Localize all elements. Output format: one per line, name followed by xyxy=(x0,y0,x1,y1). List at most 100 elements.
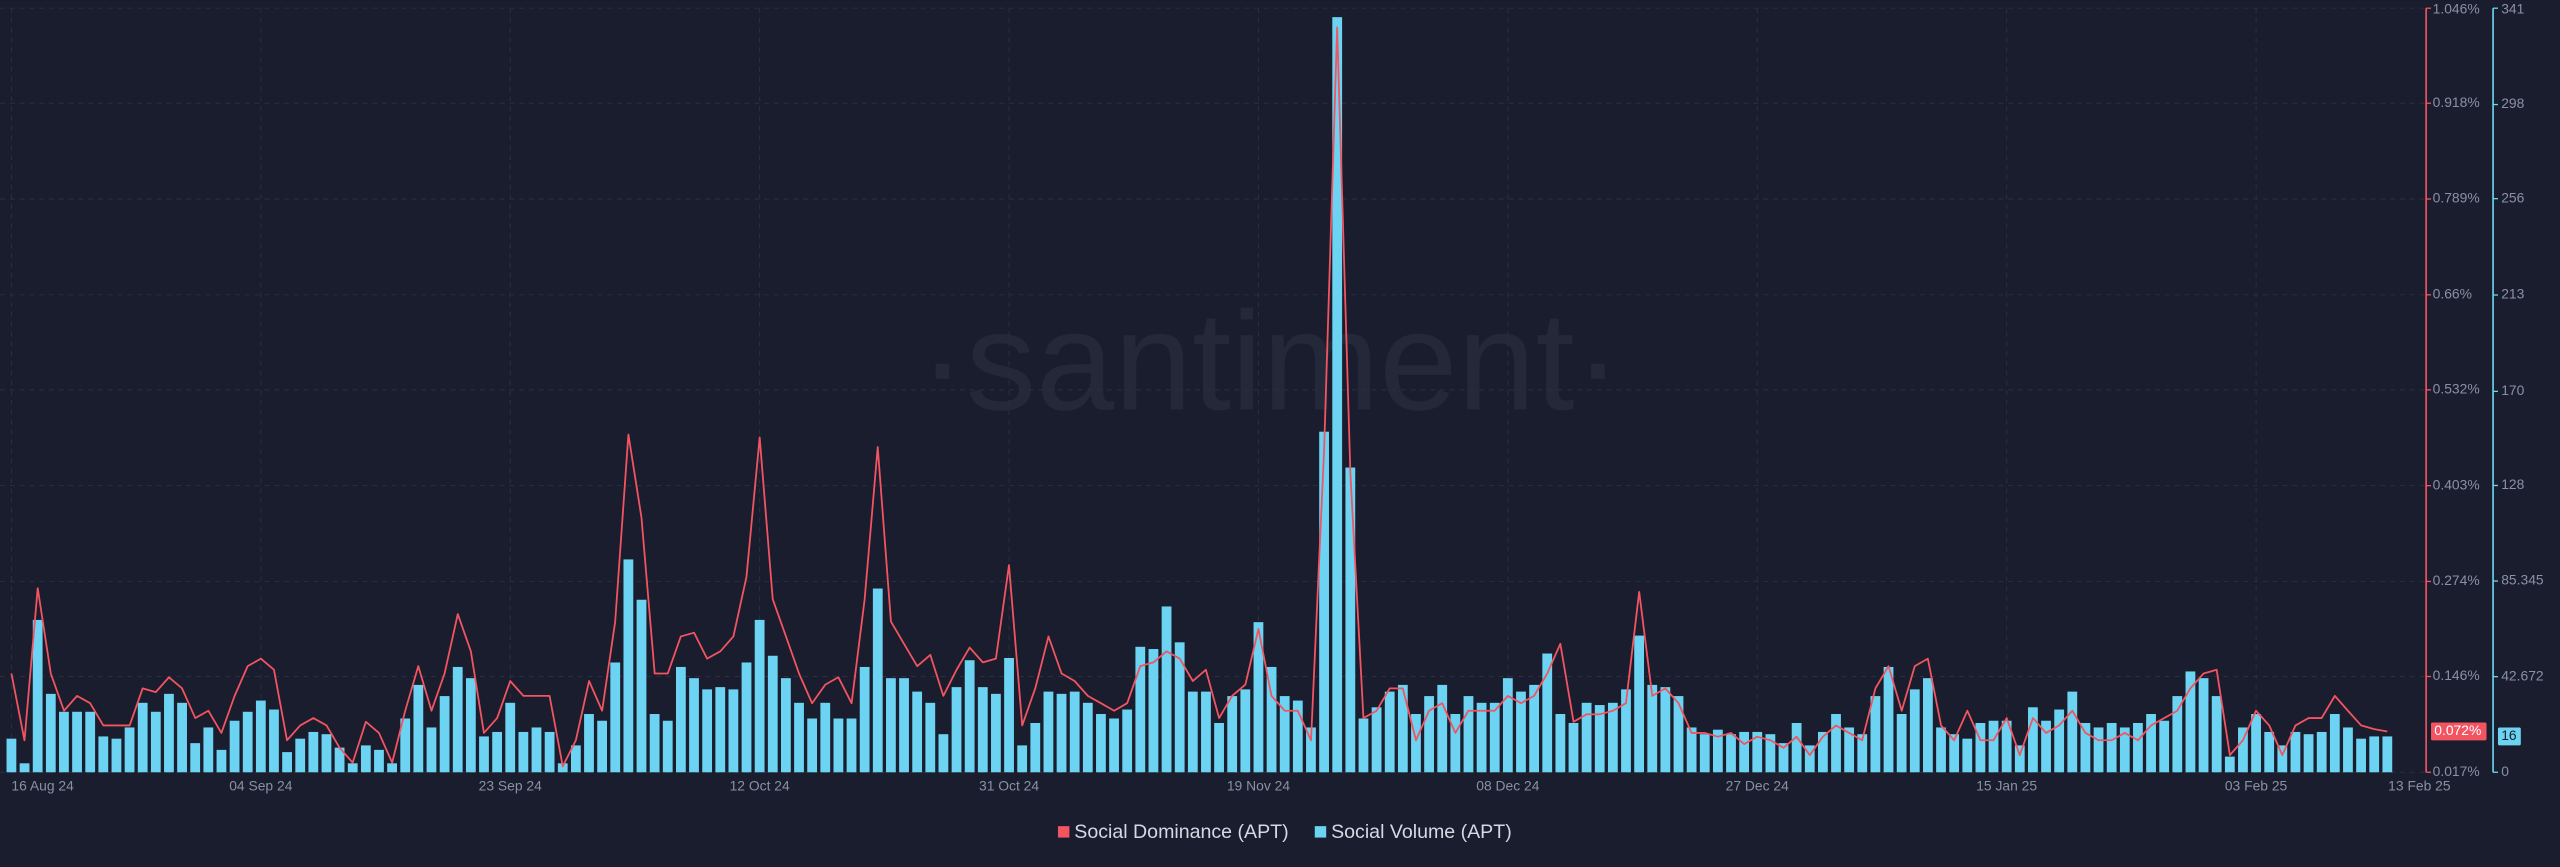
bar xyxy=(649,714,660,773)
x-tick-label: 15 Jan 25 xyxy=(1976,778,2037,794)
bar xyxy=(1883,666,1894,773)
bar xyxy=(754,619,765,773)
bar xyxy=(347,763,358,773)
bar xyxy=(1161,606,1172,773)
line xyxy=(10,26,2388,768)
bar xyxy=(977,687,988,773)
bar xyxy=(531,727,542,773)
bar xyxy=(426,727,437,773)
y-tick-label: 0.789% xyxy=(2433,190,2480,206)
bar xyxy=(623,559,634,773)
y2-tick-label: 213 xyxy=(2501,286,2524,302)
bar xyxy=(452,666,463,773)
bar xyxy=(544,731,555,773)
bar xyxy=(570,745,581,773)
bar xyxy=(2054,709,2065,773)
bar xyxy=(964,660,975,773)
bar xyxy=(1988,720,1999,773)
bar xyxy=(2329,714,2340,773)
bar xyxy=(242,711,253,773)
bar xyxy=(899,678,909,773)
y-tick-label: 0.146% xyxy=(2433,667,2480,683)
bar xyxy=(715,687,726,773)
bar xyxy=(1319,431,1329,773)
bar xyxy=(374,749,384,773)
bar xyxy=(59,711,69,773)
bar xyxy=(2119,727,2130,773)
bar xyxy=(164,693,174,773)
bar xyxy=(1004,657,1014,773)
bar xyxy=(689,678,699,773)
bar xyxy=(1148,649,1159,773)
bar xyxy=(636,599,647,773)
bar xyxy=(662,720,673,773)
bar xyxy=(597,720,608,773)
bar xyxy=(872,588,883,773)
bar xyxy=(1411,714,1421,773)
bar xyxy=(1266,666,1277,773)
bar xyxy=(400,718,411,773)
bar xyxy=(1043,691,1054,773)
bar xyxy=(2001,720,2012,773)
bar xyxy=(1949,734,1960,773)
bar xyxy=(465,678,476,773)
bar xyxy=(2356,738,2366,773)
bar xyxy=(1253,622,1264,773)
bar xyxy=(1017,745,1028,773)
bar xyxy=(2211,696,2222,773)
bar xyxy=(1712,729,1723,773)
bar xyxy=(1332,17,1343,773)
bar xyxy=(1555,714,1566,773)
bar xyxy=(1791,722,1802,773)
bar xyxy=(859,666,870,773)
bar xyxy=(2146,714,2156,773)
bar xyxy=(360,745,371,773)
bar xyxy=(269,709,279,773)
bar xyxy=(912,691,923,773)
y-tick-label: 0.532% xyxy=(2433,381,2480,397)
bar xyxy=(2172,696,2183,773)
bar xyxy=(938,734,949,773)
bar xyxy=(1135,646,1146,773)
bar xyxy=(308,731,319,773)
bar xyxy=(1345,467,1356,773)
bar xyxy=(846,718,857,773)
bar xyxy=(833,718,844,773)
legend-label: Social Dominance (APT) xyxy=(1074,821,1288,843)
x-tick-label: 08 Dec 24 xyxy=(1476,778,1539,794)
bar xyxy=(98,736,109,773)
bar xyxy=(1923,678,1933,773)
bar xyxy=(780,678,791,773)
bar xyxy=(72,711,82,773)
y2-tick-label: 85.345 xyxy=(2501,572,2544,588)
bar xyxy=(334,747,345,773)
bar xyxy=(1857,734,1868,773)
bar xyxy=(1647,684,1658,773)
bar xyxy=(1844,727,1855,773)
watermark: ·santiment· xyxy=(919,282,1621,439)
bar xyxy=(1568,722,1579,773)
bar xyxy=(1069,691,1080,773)
bar xyxy=(1594,705,1605,773)
bar xyxy=(1660,687,1671,773)
bar xyxy=(2277,745,2288,773)
bar xyxy=(1306,727,1316,773)
bar xyxy=(2198,678,2209,773)
legend-swatch xyxy=(1057,826,1070,838)
bar xyxy=(1831,714,1841,773)
bar xyxy=(150,711,161,773)
bar xyxy=(295,738,306,773)
x-tick-label: 16 Aug 24 xyxy=(11,778,74,794)
bar xyxy=(2290,731,2301,773)
bar xyxy=(1909,689,1920,773)
bar xyxy=(1621,689,1631,773)
bar xyxy=(1082,702,1093,773)
y2-tick-label: 170 xyxy=(2501,382,2524,398)
bar xyxy=(255,700,266,773)
bar xyxy=(925,702,936,773)
x-tick-label: 13 Feb 25 xyxy=(2388,778,2451,794)
bar xyxy=(6,738,17,773)
bar xyxy=(413,684,424,773)
bar xyxy=(1765,734,1776,773)
